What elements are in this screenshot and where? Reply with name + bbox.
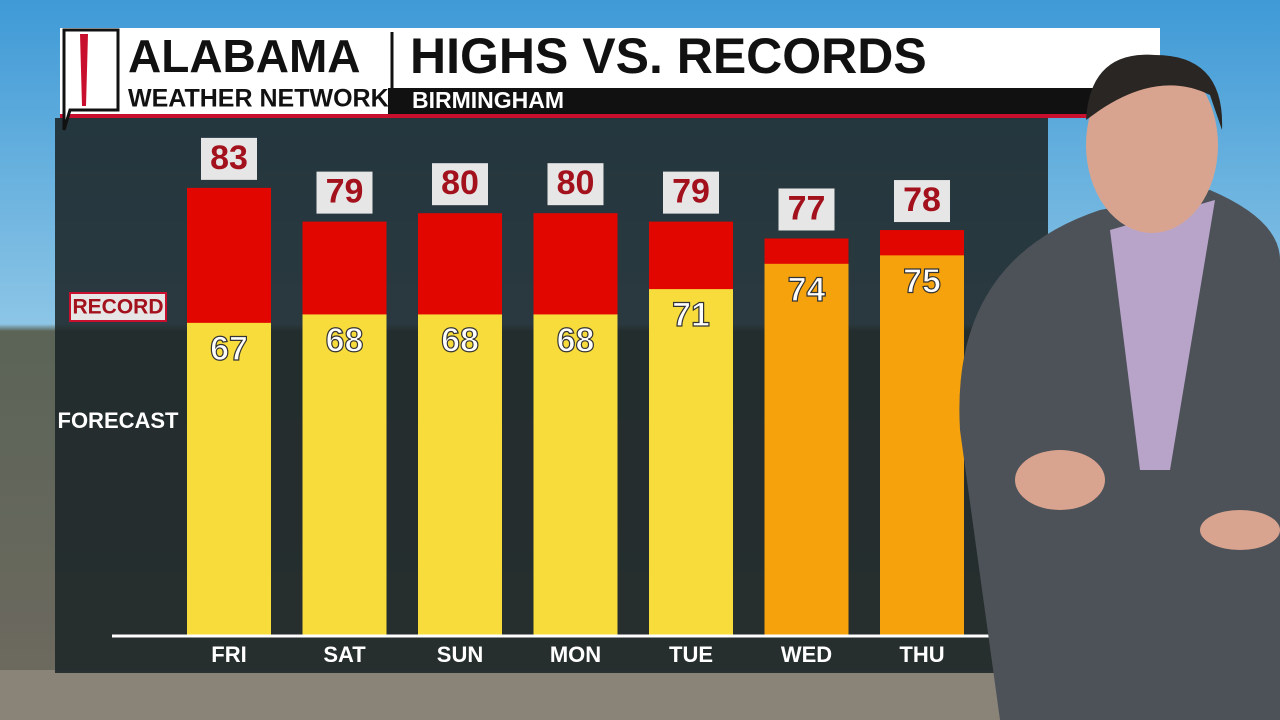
legend-record: RECORD <box>72 296 163 319</box>
forecast-bar <box>764 263 849 635</box>
record-label-box <box>201 137 257 180</box>
presenter-suit <box>959 190 1280 720</box>
record-label-box <box>432 163 488 206</box>
subtitle-bar <box>388 88 1160 114</box>
record-label: 80 <box>557 164 595 202</box>
forecast-bar <box>880 255 964 635</box>
record-label: 77 <box>788 189 826 227</box>
forecast-label: 68 <box>557 321 595 359</box>
forecast-bar <box>187 322 271 635</box>
presenter-head <box>1086 57 1218 233</box>
plot: 83 67 FRI 79 68 SAT 80 68 SUN 80 68 MON 79 71 TUE 77 74 W… <box>58 137 990 667</box>
forecast-label: 67 <box>210 330 248 368</box>
logo-mark <box>80 34 88 106</box>
record-label: 79 <box>672 173 710 211</box>
presenter-shirt <box>1110 200 1215 470</box>
forecast-label: 74 <box>788 271 826 309</box>
forecast-label: 75 <box>903 262 941 300</box>
chart-title: HIGHS VS. RECORDS <box>410 28 927 84</box>
forecast-label: 71 <box>672 296 710 334</box>
x-tick-label: MON <box>550 642 601 667</box>
record-label: 83 <box>210 139 248 177</box>
x-tick-label: THU <box>899 642 944 667</box>
record-label: 80 <box>441 164 479 202</box>
record-label-box <box>778 188 835 231</box>
forecast-bar <box>533 314 618 635</box>
forecast-bar <box>302 314 387 635</box>
x-tick-label: FRI <box>211 642 246 667</box>
record-label-box <box>547 163 604 206</box>
presenter-hand <box>1200 510 1280 550</box>
record-label: 79 <box>326 173 364 211</box>
chart-subtitle: BIRMINGHAM <box>412 87 564 113</box>
record-label: 78 <box>903 181 941 219</box>
presenter <box>959 54 1280 720</box>
x-tick-label: SAT <box>323 642 366 667</box>
x-tick-label: WED <box>781 642 832 667</box>
brand-line1: ALABAMA <box>128 30 361 82</box>
presenter-hair <box>1086 54 1223 130</box>
presenter-hand <box>1015 450 1105 510</box>
forecast-label: 68 <box>326 321 364 359</box>
x-tick-label: SUN <box>437 642 483 667</box>
brand-line2: WEATHER NETWORK <box>128 85 389 113</box>
forecast-label: 68 <box>441 321 479 359</box>
header-rule <box>60 114 1160 118</box>
record-label-box <box>316 171 373 214</box>
forecast-bar <box>418 314 502 635</box>
logo-state <box>62 28 120 131</box>
record-label-box <box>894 180 950 223</box>
record-label-box <box>663 171 719 214</box>
x-tick-label: TUE <box>669 642 713 667</box>
forecast-bar <box>649 289 733 635</box>
legend-forecast: FORECAST <box>58 408 180 433</box>
legend-record-box <box>69 292 167 322</box>
